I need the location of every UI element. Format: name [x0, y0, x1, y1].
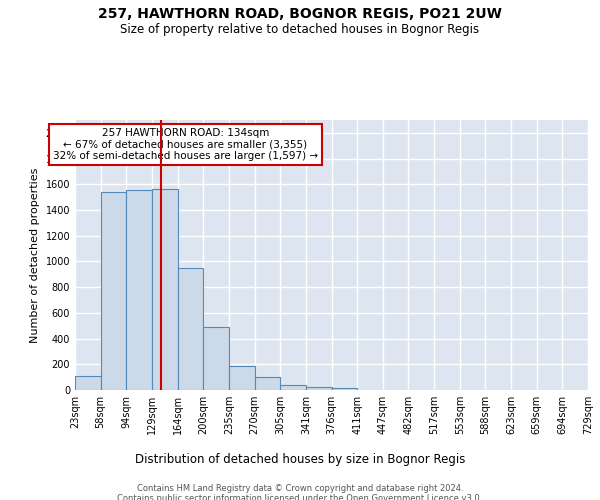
Bar	[101, 192, 127, 390]
Bar	[127, 190, 152, 390]
Text: Distribution of detached houses by size in Bognor Regis: Distribution of detached houses by size …	[135, 452, 465, 466]
Bar	[178, 268, 203, 390]
Bar	[203, 327, 229, 390]
Text: 257 HAWTHORN ROAD: 134sqm
← 67% of detached houses are smaller (3,355)
32% of se: 257 HAWTHORN ROAD: 134sqm ← 67% of detac…	[53, 128, 318, 162]
Text: Contains HM Land Registry data © Crown copyright and database right 2024.
Contai: Contains HM Land Registry data © Crown c…	[118, 484, 482, 500]
Bar	[75, 376, 101, 390]
Bar	[254, 377, 280, 390]
Bar	[331, 388, 357, 390]
Bar	[152, 188, 178, 390]
Y-axis label: Number of detached properties: Number of detached properties	[30, 168, 40, 342]
Bar	[229, 366, 254, 390]
Bar	[306, 387, 331, 390]
Bar	[280, 385, 306, 390]
Text: Size of property relative to detached houses in Bognor Regis: Size of property relative to detached ho…	[121, 22, 479, 36]
Text: 257, HAWTHORN ROAD, BOGNOR REGIS, PO21 2UW: 257, HAWTHORN ROAD, BOGNOR REGIS, PO21 2…	[98, 8, 502, 22]
